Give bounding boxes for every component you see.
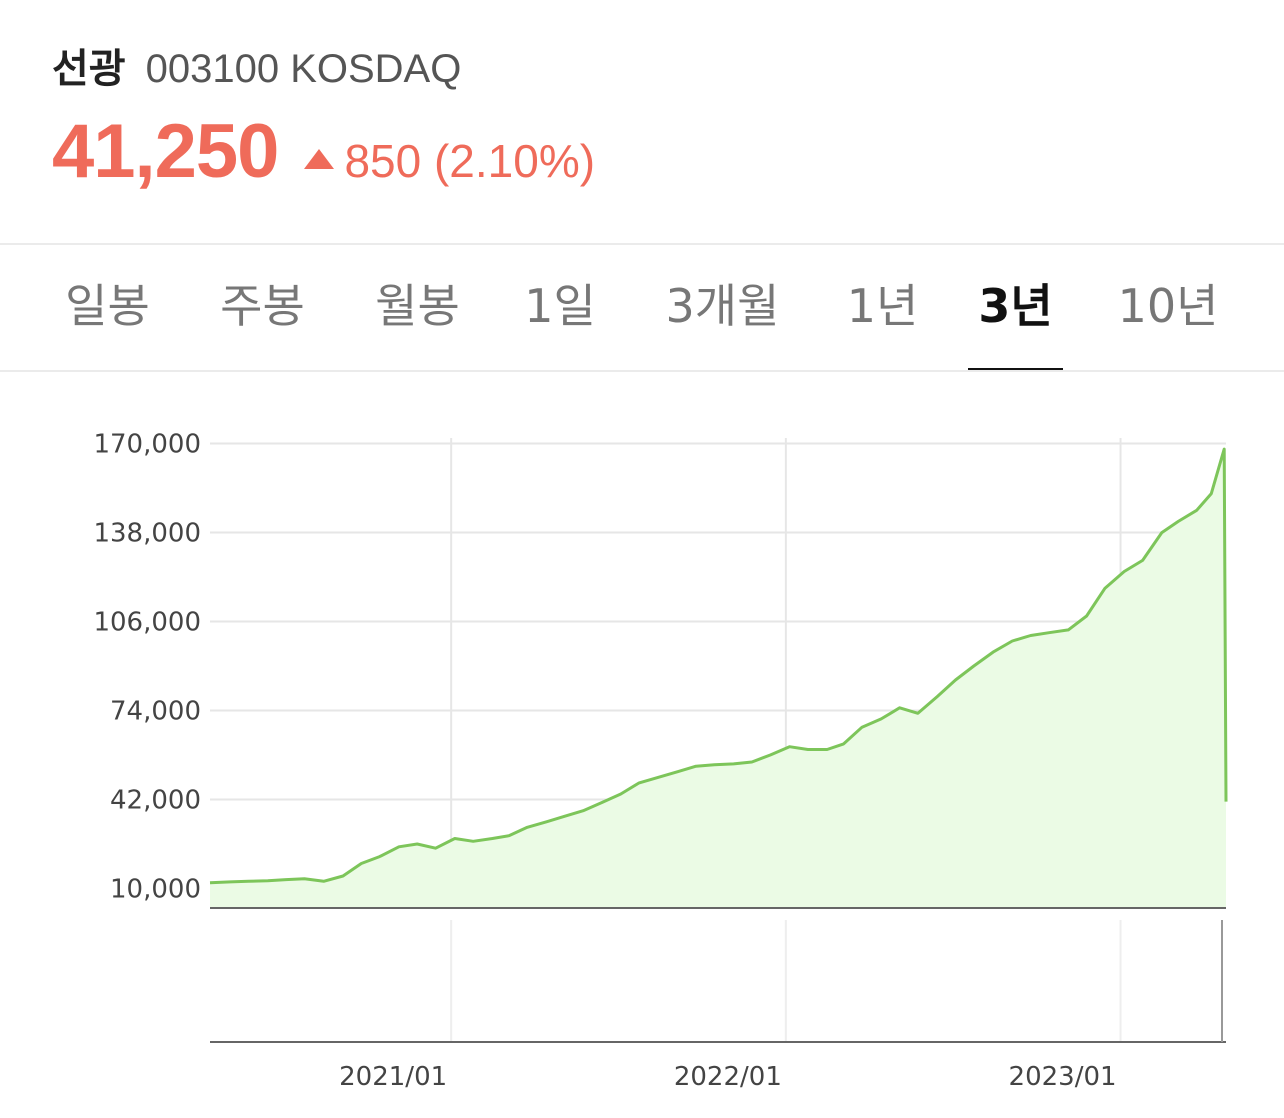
tab-weekly[interactable]: 주봉 <box>220 279 305 333</box>
triangle-up-icon <box>304 149 335 169</box>
divider <box>0 243 1284 245</box>
y-axis: 10,000 42,000 74,000 106,000 138,000 170,000 <box>93 430 201 905</box>
tab-10y[interactable]: 10년 <box>1117 279 1219 333</box>
price-row: 41,250 850 (2.10%) <box>52 108 595 195</box>
price-area <box>210 449 1226 908</box>
stock-name: 선광 <box>52 46 126 92</box>
tab-monthly[interactable]: 월봉 <box>375 279 460 333</box>
current-price: 41,250 <box>52 109 279 194</box>
divider <box>0 370 1284 372</box>
tab-3y[interactable]: 3년 <box>978 279 1053 333</box>
y-tick-label: 42,000 <box>110 786 201 816</box>
stock-code-market: 003100 KOSDAQ <box>145 47 462 91</box>
stock-header: 선광 003100 KOSDAQ 41,250 850 (2.10%) <box>52 36 595 195</box>
title-row: 선광 003100 KOSDAQ <box>52 36 595 96</box>
price-change: 850 (2.10%) <box>304 134 595 188</box>
price-chart[interactable]: 10,00042,00074,000106,000138,000170,000 … <box>0 380 1284 1110</box>
y-tick-label: 74,000 <box>110 697 201 727</box>
price-change-value: 850 (2.10%) <box>344 135 596 187</box>
tab-3m[interactable]: 3개월 <box>665 279 780 333</box>
price-line <box>209 447 1228 885</box>
volume-panel <box>210 920 1226 1043</box>
tab-1d[interactable]: 1일 <box>524 279 596 333</box>
tab-1y[interactable]: 1년 <box>846 279 919 333</box>
tab-daily[interactable]: 일봉 <box>65 279 150 333</box>
x-tick-label: 2021/01 <box>339 1062 447 1092</box>
x-tick-label: 2022/01 <box>674 1062 782 1092</box>
active-tab-indicator <box>968 368 1063 371</box>
x-axis: 2021/01 2022/01 2023/01 <box>339 1062 1116 1092</box>
period-tabs: 일봉 주봉 월봉 1일 3개월 1년 3년 10년 <box>0 245 1284 370</box>
x-tick-label: 2023/01 <box>1009 1062 1117 1092</box>
y-tick-label: 138,000 <box>93 519 201 549</box>
y-tick-label: 106,000 <box>93 608 201 638</box>
y-tick-label: 170,000 <box>93 430 201 460</box>
y-tick-label: 10,000 <box>110 875 201 905</box>
